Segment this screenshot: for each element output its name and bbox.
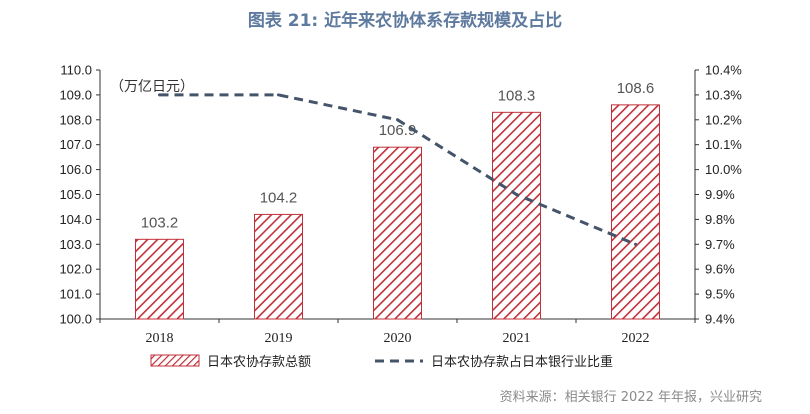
unit-label: （万亿日元） <box>110 79 194 95</box>
right-tick-label: 10.4% <box>705 63 742 78</box>
left-tick-label: 100.0 <box>59 312 92 327</box>
left-tick-label: 110.0 <box>60 63 92 78</box>
left-tick-label: 106.0 <box>59 162 92 177</box>
legend-line-label: 日本农协存款占日本银行业比重 <box>431 354 613 370</box>
right-tick-label: 9.4% <box>705 312 735 327</box>
bar <box>492 111 541 320</box>
bar <box>373 146 422 320</box>
right-tick-label: 9.7% <box>705 237 735 252</box>
right-tick-label: 9.6% <box>705 262 735 277</box>
bar-data-label: 104.2 <box>260 189 298 206</box>
x-tick-label: 2022 <box>622 331 650 346</box>
left-tick-label: 107.0 <box>59 137 92 152</box>
bar-series <box>135 104 660 320</box>
legend: 日本农协存款总额 日本农协存款占日本银行业比重 <box>150 354 613 370</box>
left-tick-label: 102.0 <box>59 262 92 277</box>
line-point <box>277 93 280 97</box>
x-tick-label: 2020 <box>384 331 412 346</box>
left-tick-label: 104.0 <box>59 212 92 227</box>
left-tick-label: 103.0 <box>59 237 92 252</box>
right-tick-label: 10.2% <box>705 112 742 127</box>
right-tick-label: 9.8% <box>705 212 735 227</box>
axes: 100.0 101.0 102.0 103.0 104.0 105.0 106.0 107.0… <box>59 63 742 347</box>
line-point <box>515 193 518 196</box>
legend-bar-label: 日本农协存款总额 <box>207 355 311 370</box>
x-tick-label: 2021 <box>503 331 531 346</box>
line-point <box>158 93 161 97</box>
line-point <box>634 242 637 246</box>
bar <box>611 104 660 320</box>
legend-bar-swatch <box>150 354 200 367</box>
line-series <box>158 93 637 246</box>
left-tick-label: 109.0 <box>59 87 92 102</box>
left-tick-label: 108.0 <box>59 112 92 127</box>
right-tick-label: 10.3% <box>705 87 742 102</box>
left-tick-label: 101.0 <box>59 287 92 302</box>
right-tick-label: 10.1% <box>705 137 742 152</box>
bar-data-label: 103.2 <box>141 214 179 231</box>
chart-title: 图表 21: 近年来农协体系存款规模及占比 <box>247 11 563 31</box>
right-tick-label: 9.9% <box>705 187 735 202</box>
bar <box>254 213 303 320</box>
x-tick-label: 2019 <box>265 331 293 346</box>
bar <box>135 238 184 320</box>
line-point <box>396 118 399 122</box>
right-tick-label: 9.5% <box>705 287 735 302</box>
bar-data-label: 106.9 <box>379 122 417 139</box>
source-note: 资料来源：相关银行 2022 年年报，兴业研究 <box>499 390 762 405</box>
bar-data-label: 108.3 <box>498 87 536 104</box>
x-tick-label: 2018 <box>146 331 174 346</box>
bar-data-labels: 103.2 104.2 106.9 108.3 108.6 <box>141 80 655 231</box>
left-tick-label: 105.0 <box>59 187 92 202</box>
bar-data-label: 108.6 <box>617 80 655 97</box>
right-tick-label: 10.0% <box>705 162 742 177</box>
